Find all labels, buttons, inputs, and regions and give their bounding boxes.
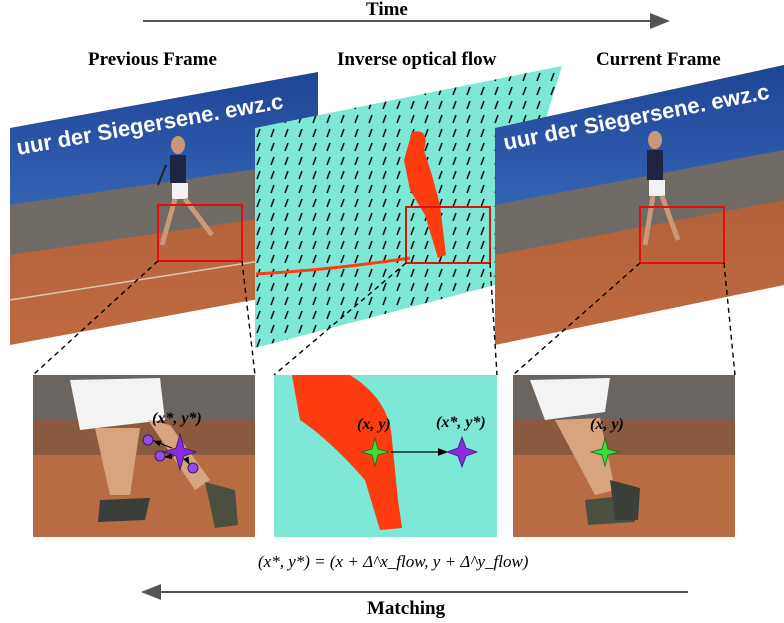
flow-zoom-crop [274, 375, 497, 537]
matching-markers [142, 432, 621, 474]
xy-label-flow: (x, y) [357, 416, 391, 433]
previous-frame-label: Previous Frame [88, 49, 217, 70]
purple-star-flow [445, 435, 479, 469]
xy-star-label-previous: (x*, y*) [152, 410, 202, 427]
purple-star-previous [162, 432, 198, 472]
matching-label: Matching [367, 598, 446, 619]
zoom-lines [32, 260, 736, 376]
time-label: Time [366, 0, 408, 20]
previous-zoom-crop [33, 375, 255, 537]
xy-star-label-flow: (x*, y*) [436, 414, 486, 431]
inverse-flow-image [255, 66, 562, 348]
green-star-flow [359, 436, 391, 468]
current-zoom-crop [513, 375, 735, 537]
green-star-current [589, 436, 621, 468]
xy-label-current: (x, y) [590, 416, 624, 433]
current-frame-label: Current Frame [596, 49, 721, 70]
flow-equation: (x*, y*) = (x + Δ^x_flow, y + Δ^y_flow) [258, 552, 529, 571]
inverse-flow-label: Inverse optical flow [337, 49, 497, 70]
